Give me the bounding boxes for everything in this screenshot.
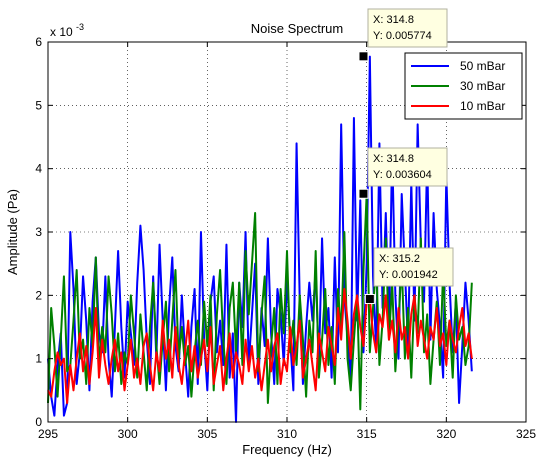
y-tick-label: 5 [35,98,42,112]
x-tick-label: 295 [38,427,58,441]
datatip-marker[interactable] [364,294,375,305]
y-tick-label: 4 [35,162,42,176]
datatip-box [367,147,448,187]
y-tick-label: 2 [35,288,42,302]
y-tick-label: 0 [35,415,42,429]
datatip-x-text: X: 314.8 [373,153,414,165]
datatip-y-text: Y: 0.003604 [373,169,432,181]
series-line [47,288,473,404]
datatip-x-text: X: 314.8 [373,14,414,26]
datatip-y-text: Y: 0.001942 [379,269,438,281]
x-axis-label: Frequency (Hz) [242,442,332,457]
x-tick-label: 305 [197,427,217,441]
x-tick-label: 310 [277,427,297,441]
y-exponent-base: x 10 [50,25,73,39]
y-exponent-label: x 10 -3 [50,22,84,39]
x-tick-label: 315 [357,427,377,441]
datatip-x-text: X: 315.2 [379,253,420,265]
x-tick-label: 320 [436,427,456,441]
y-tick-label: 1 [35,352,42,366]
y-tick-label: 3 [35,225,42,239]
legend: 50 mBar 30 mBar 10 mBar [404,52,523,120]
axis-ticks: 295 300 305 310 315 320 325 0 1 2 3 4 5 6 [35,35,536,441]
y-tick-label: 6 [35,35,42,49]
x-tick-label: 300 [118,427,138,441]
y-axis-label: Amplitude (Pa) [5,189,20,275]
legend-label: 50 mBar [460,59,505,73]
datatips: X: 314.8 Y: 0.005774 X: 314.8 Y: 0.003604 X:… [358,8,454,305]
legend-label: 10 mBar [460,99,505,113]
datatip-marker[interactable] [358,51,369,62]
x-tick-label: 325 [516,427,536,441]
datatip-marker[interactable] [358,188,369,199]
chart-title: Noise Spectrum [251,21,343,36]
datatip-box [367,8,448,48]
datatip-box [373,247,454,287]
datatip-y-text: Y: 0.005774 [373,30,432,42]
legend-label: 30 mBar [460,79,505,93]
y-exponent-power: -3 [76,22,84,32]
